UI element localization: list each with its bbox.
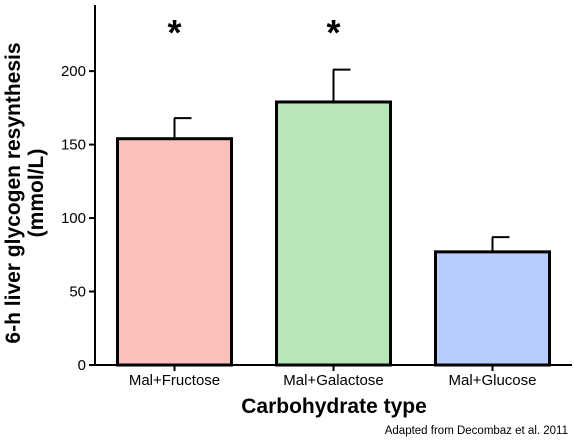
significance-marker: * [326, 12, 340, 53]
y-tick-label: 50 [69, 284, 86, 301]
bar [275, 100, 392, 367]
y-tick-label: 100 [61, 210, 86, 227]
y-axis-title-line-2: (mmol/L) [25, 149, 48, 238]
source-credit: Adapted from Decombaz et al. 2011 [385, 425, 568, 437]
y-axis: 0 50 100 150 200 [61, 5, 96, 374]
x-tick-label: Mal+Galactose [283, 372, 383, 389]
bars: * * [116, 12, 551, 367]
y-axis-title: 6-h liver glycogen resynthesis (mmol/L) [2, 42, 48, 343]
y-tick-label: 200 [61, 63, 86, 80]
y-axis-title-line-1: 6-h liver glycogen resynthesis [2, 42, 25, 343]
significance-marker: * [167, 12, 181, 53]
y-tick-label: 150 [61, 137, 86, 154]
bar [434, 250, 551, 367]
bar [116, 137, 233, 367]
x-tick-label: Mal+Fructose [129, 372, 220, 389]
x-tick-label: Mal+Glucose [449, 372, 537, 389]
x-axis: Mal+Fructose Mal+Galactose Mal+Glucose [95, 364, 572, 389]
x-axis-title: Carbohydrate type [241, 395, 427, 418]
y-tick-label: 0 [78, 357, 86, 374]
